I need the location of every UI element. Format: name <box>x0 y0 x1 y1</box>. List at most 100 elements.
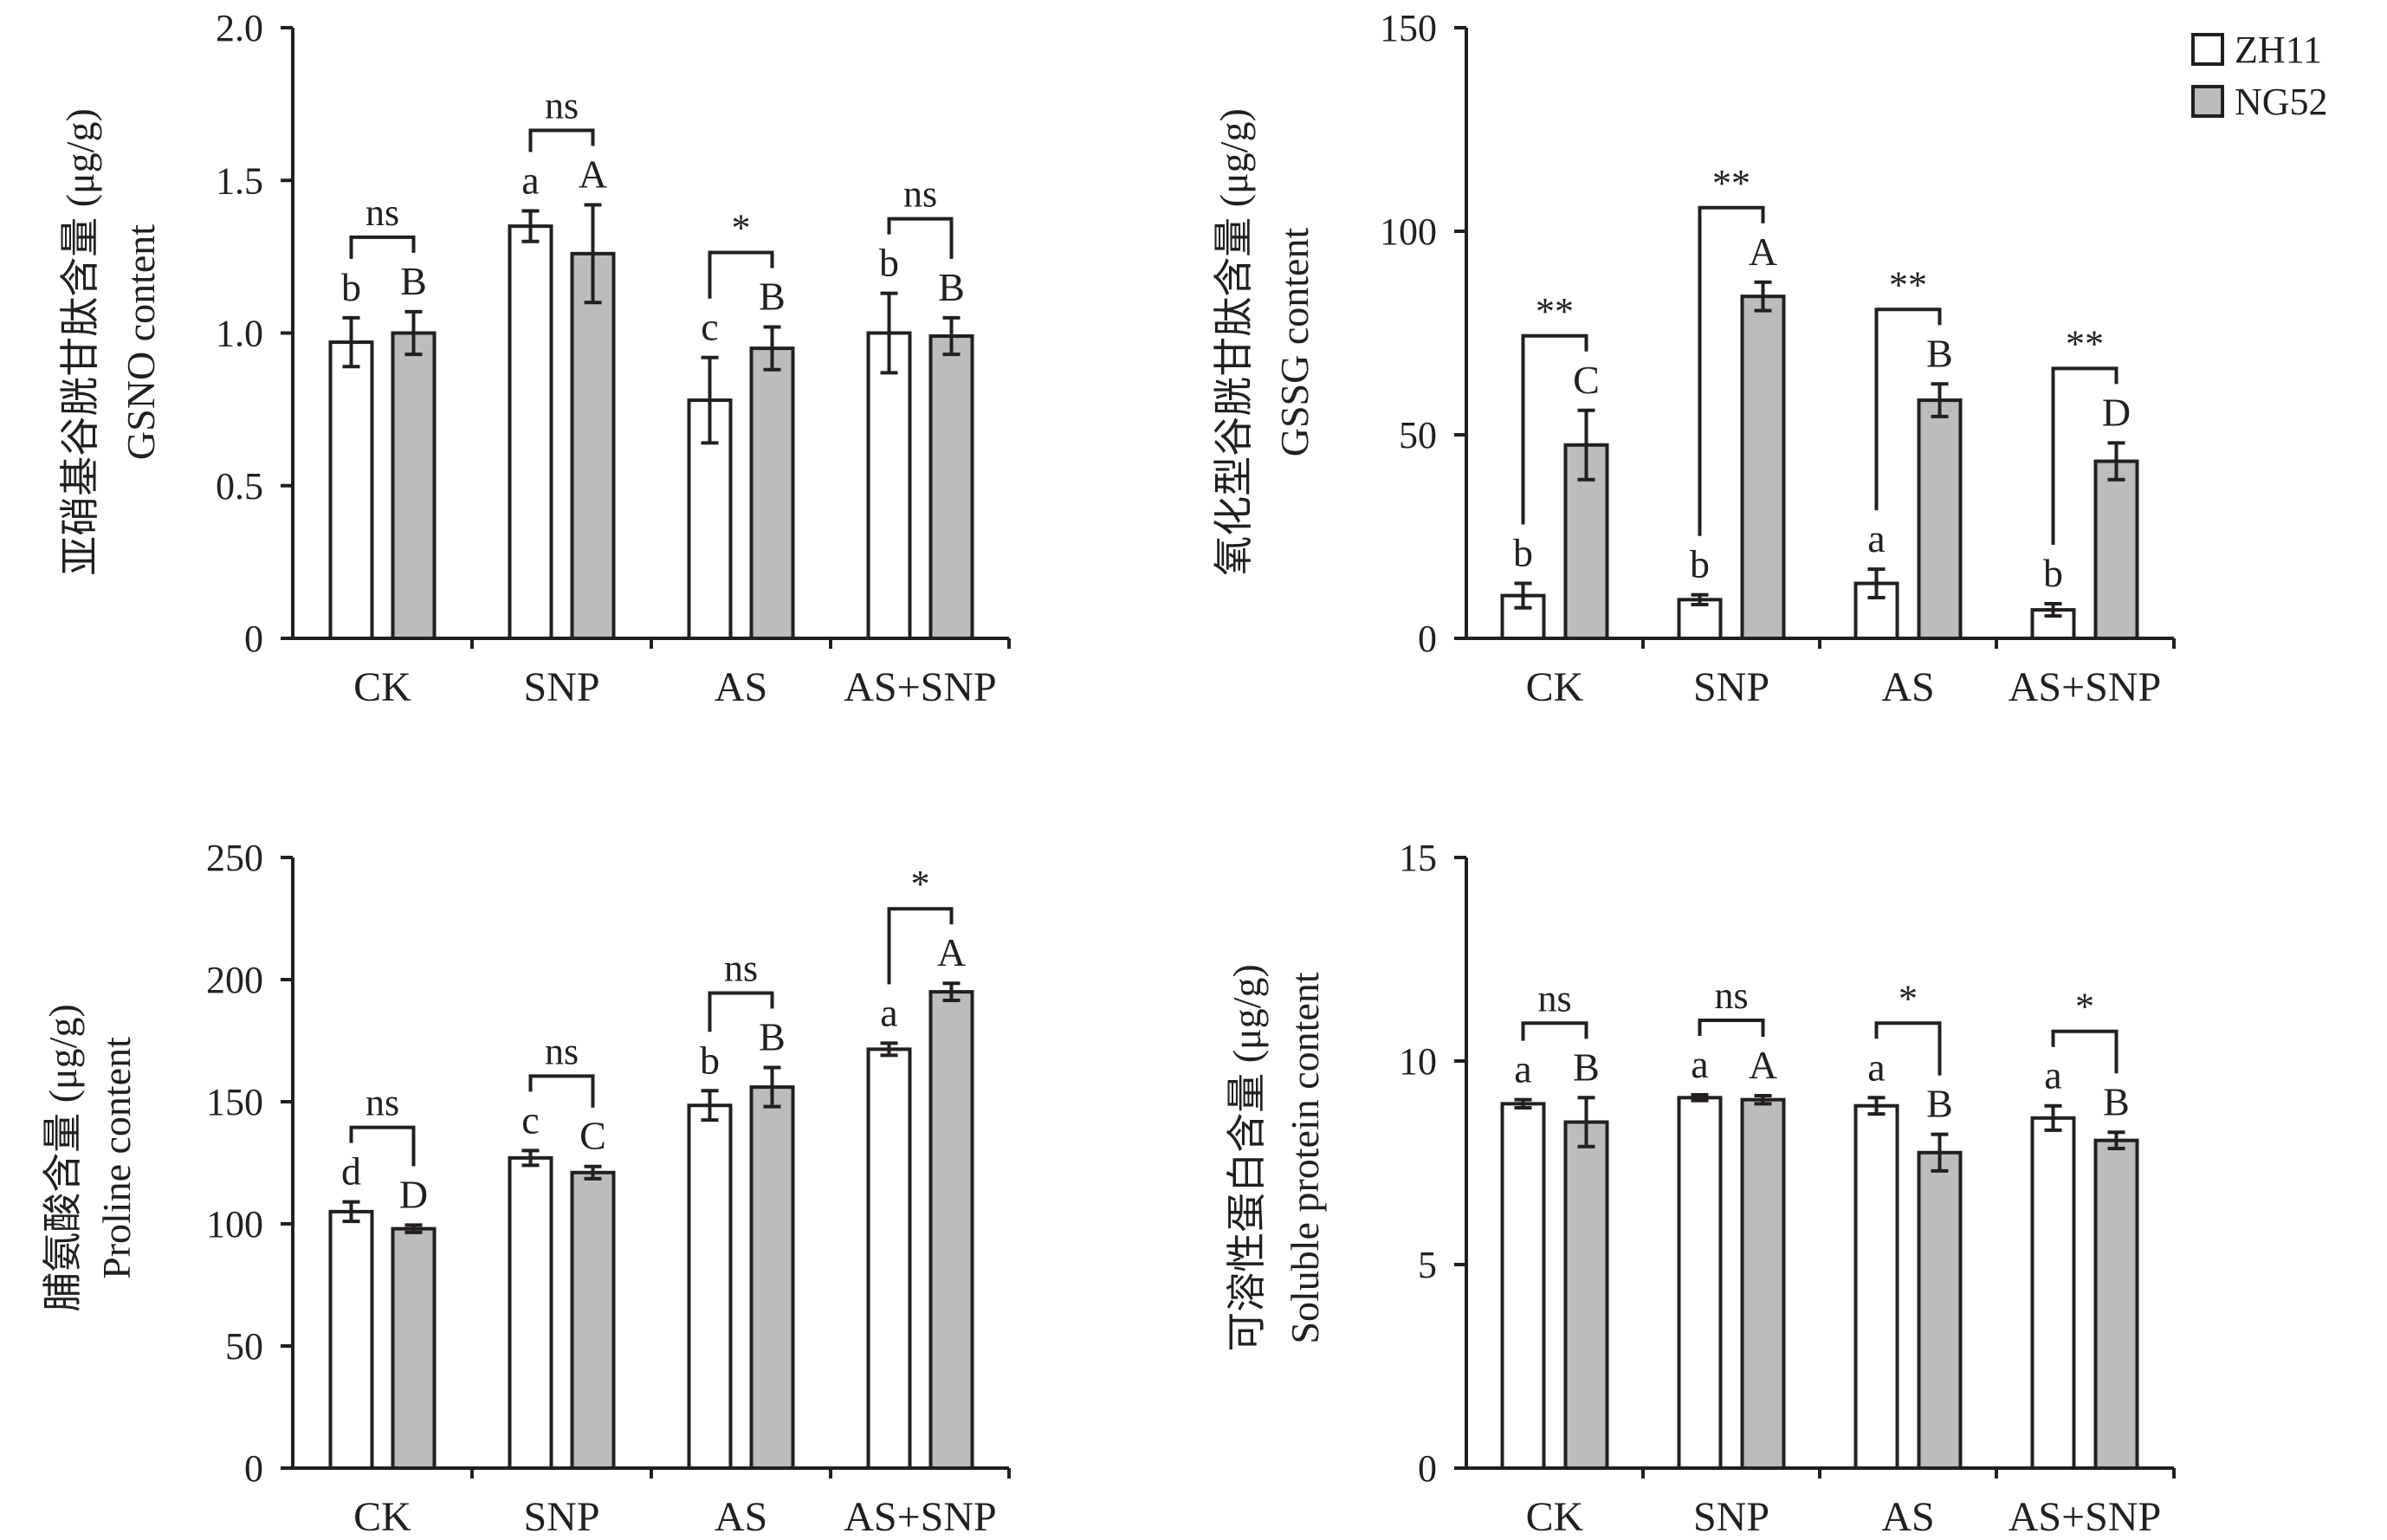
bar-ng52 <box>1740 294 1786 640</box>
significance-marker: ** <box>1889 263 1927 306</box>
significance-bracket <box>349 1125 416 1167</box>
bar-zh11 <box>1500 1102 1546 1470</box>
bar-ng52 <box>1917 1150 1963 1470</box>
y-tick-label: 0 <box>1418 618 1437 660</box>
x-category-label: AS+SNP <box>844 1494 996 1540</box>
y-tick-label: 0 <box>244 1447 263 1490</box>
significance-letter: A <box>579 152 607 196</box>
y-axis-label-en: Soluble protein content <box>1283 972 1327 1343</box>
significance-bracket <box>2051 366 2119 546</box>
significance-letter: A <box>1749 1043 1777 1087</box>
y-axis-label-cn: 氧化型谷胱甘肽含量 (μg/g) <box>1212 108 1256 576</box>
legend-label-zh11: ZH11 <box>2235 29 2322 71</box>
y-tick-label: 50 <box>1399 414 1437 456</box>
panel-proline: 脯氨酸含量 (μg/g) Proline content 0 50 100 150 20… <box>41 837 1011 1540</box>
significance-letter: a <box>880 990 897 1034</box>
bar-zh11 <box>508 224 553 640</box>
significance-letter: b <box>341 265 361 309</box>
significance-letter: a <box>1514 1047 1531 1091</box>
significance-letter: B <box>400 259 427 303</box>
x-category-label: CK <box>353 664 411 710</box>
x-category-label: AS <box>715 1494 767 1540</box>
significance-letter: a <box>1867 1045 1885 1089</box>
y-axis-label-en: GSSG content <box>1272 228 1316 457</box>
significance-marker: ns <box>365 191 399 234</box>
y-tick-label: 100 <box>1380 210 1437 253</box>
significance-letter: a <box>2044 1053 2061 1097</box>
bar-zh11 <box>1677 1096 1723 1471</box>
y-tick-label: 200 <box>206 959 263 1001</box>
significance-bracket <box>887 217 954 259</box>
x-category-label: AS+SNP <box>2009 1494 2161 1540</box>
significance-bracket <box>1521 333 1588 525</box>
panel-soluble-protein: 可溶性蛋白含量 (μg/g) Soluble protein content 0… <box>1225 837 2176 1540</box>
x-category-label: CK <box>353 1494 411 1540</box>
x-category-label: AS+SNP <box>844 664 996 710</box>
significance-marker: ns <box>1537 977 1571 1019</box>
significance-marker: ns <box>365 1082 399 1124</box>
y-tick-label: 0 <box>1418 1447 1437 1490</box>
significance-marker: ns <box>545 1030 579 1072</box>
legend-label-ng52: NG52 <box>2235 81 2328 123</box>
significance-letter: d <box>341 1149 361 1194</box>
significance-letter: b <box>1690 542 1710 586</box>
bar-zh11 <box>866 1047 912 1470</box>
y-axis-label-en: Proline content <box>94 1037 139 1279</box>
y-tick-label: 1.5 <box>216 159 263 202</box>
legend-swatch-zh11 <box>2191 33 2224 66</box>
y-axis-label-en: GSNO content <box>119 224 163 460</box>
significance-letter: C <box>579 1114 606 1158</box>
y-tick-label: 250 <box>206 837 263 879</box>
bar-zh11 <box>1853 1103 1899 1470</box>
x-category-label: AS <box>715 664 767 710</box>
bar-ng52 <box>928 990 974 1470</box>
x-category-label: SNP <box>523 1494 599 1540</box>
significance-letter: B <box>938 265 965 309</box>
y-axis-label-cn: 亚硝基谷胱甘肽含量 (μg/g) <box>58 108 102 576</box>
y-axis-label-cn: 脯氨酸含量 (μg/g) <box>41 1004 85 1312</box>
x-category-label: SNP <box>1693 664 1769 710</box>
bar-zh11 <box>328 340 374 640</box>
significance-letter: a <box>1867 516 1885 560</box>
significance-letter: B <box>1926 331 1953 375</box>
bar-ng52 <box>570 1170 616 1471</box>
x-category-label: AS <box>1881 1494 1934 1540</box>
significance-marker: * <box>911 863 930 905</box>
bar-ng52 <box>1563 1120 1609 1470</box>
significance-bracket <box>1698 205 1765 536</box>
bar-ng52 <box>2093 1138 2139 1471</box>
y-tick-label: 150 <box>206 1081 263 1123</box>
bar-ng52 <box>749 1085 795 1470</box>
bar-zh11 <box>866 331 912 640</box>
panel-gsno: 亚硝基谷胱甘肽含量 (μg/g) GSNO content 0 0.5 1.0 1.5… <box>58 7 1011 710</box>
significance-bracket <box>1874 307 1942 511</box>
significance-letter: b <box>700 1038 720 1082</box>
significance-marker: ns <box>1714 974 1748 1017</box>
significance-letter: b <box>1513 531 1533 575</box>
x-category-label: CK <box>1526 1494 1584 1540</box>
significance-bracket <box>528 1074 595 1108</box>
significance-letter: a <box>1691 1042 1708 1086</box>
significance-letter: B <box>1926 1082 1953 1126</box>
significance-marker: * <box>2075 986 2094 1028</box>
panel-gssg: 氧化型谷胱甘肽含量 (μg/g) GSSG content 0 50 100 150 C… <box>1212 7 2176 710</box>
significance-letter: C <box>1573 358 1600 402</box>
significance-bracket <box>1521 1021 1588 1041</box>
significance-bracket <box>708 250 774 299</box>
bar-ng52 <box>928 334 974 640</box>
bar-zh11 <box>508 1155 553 1470</box>
significance-letter: B <box>2103 1079 2130 1123</box>
bar-zh11 <box>328 1209 374 1471</box>
bar-ng52 <box>2093 459 2139 640</box>
y-tick-label: 10 <box>1399 1040 1437 1083</box>
significance-bracket <box>349 235 416 259</box>
significance-bracket <box>708 991 774 1032</box>
significance-letter: c <box>701 305 718 349</box>
legend: ZH11 NG52 <box>2191 29 2328 123</box>
significance-marker: * <box>732 206 751 249</box>
significance-letter: B <box>1573 1045 1600 1089</box>
significance-marker: ** <box>1712 162 1750 204</box>
significance-letter: D <box>2102 390 2131 434</box>
bar-ng52 <box>1917 398 1963 640</box>
legend-swatch-ng52 <box>2191 85 2224 118</box>
